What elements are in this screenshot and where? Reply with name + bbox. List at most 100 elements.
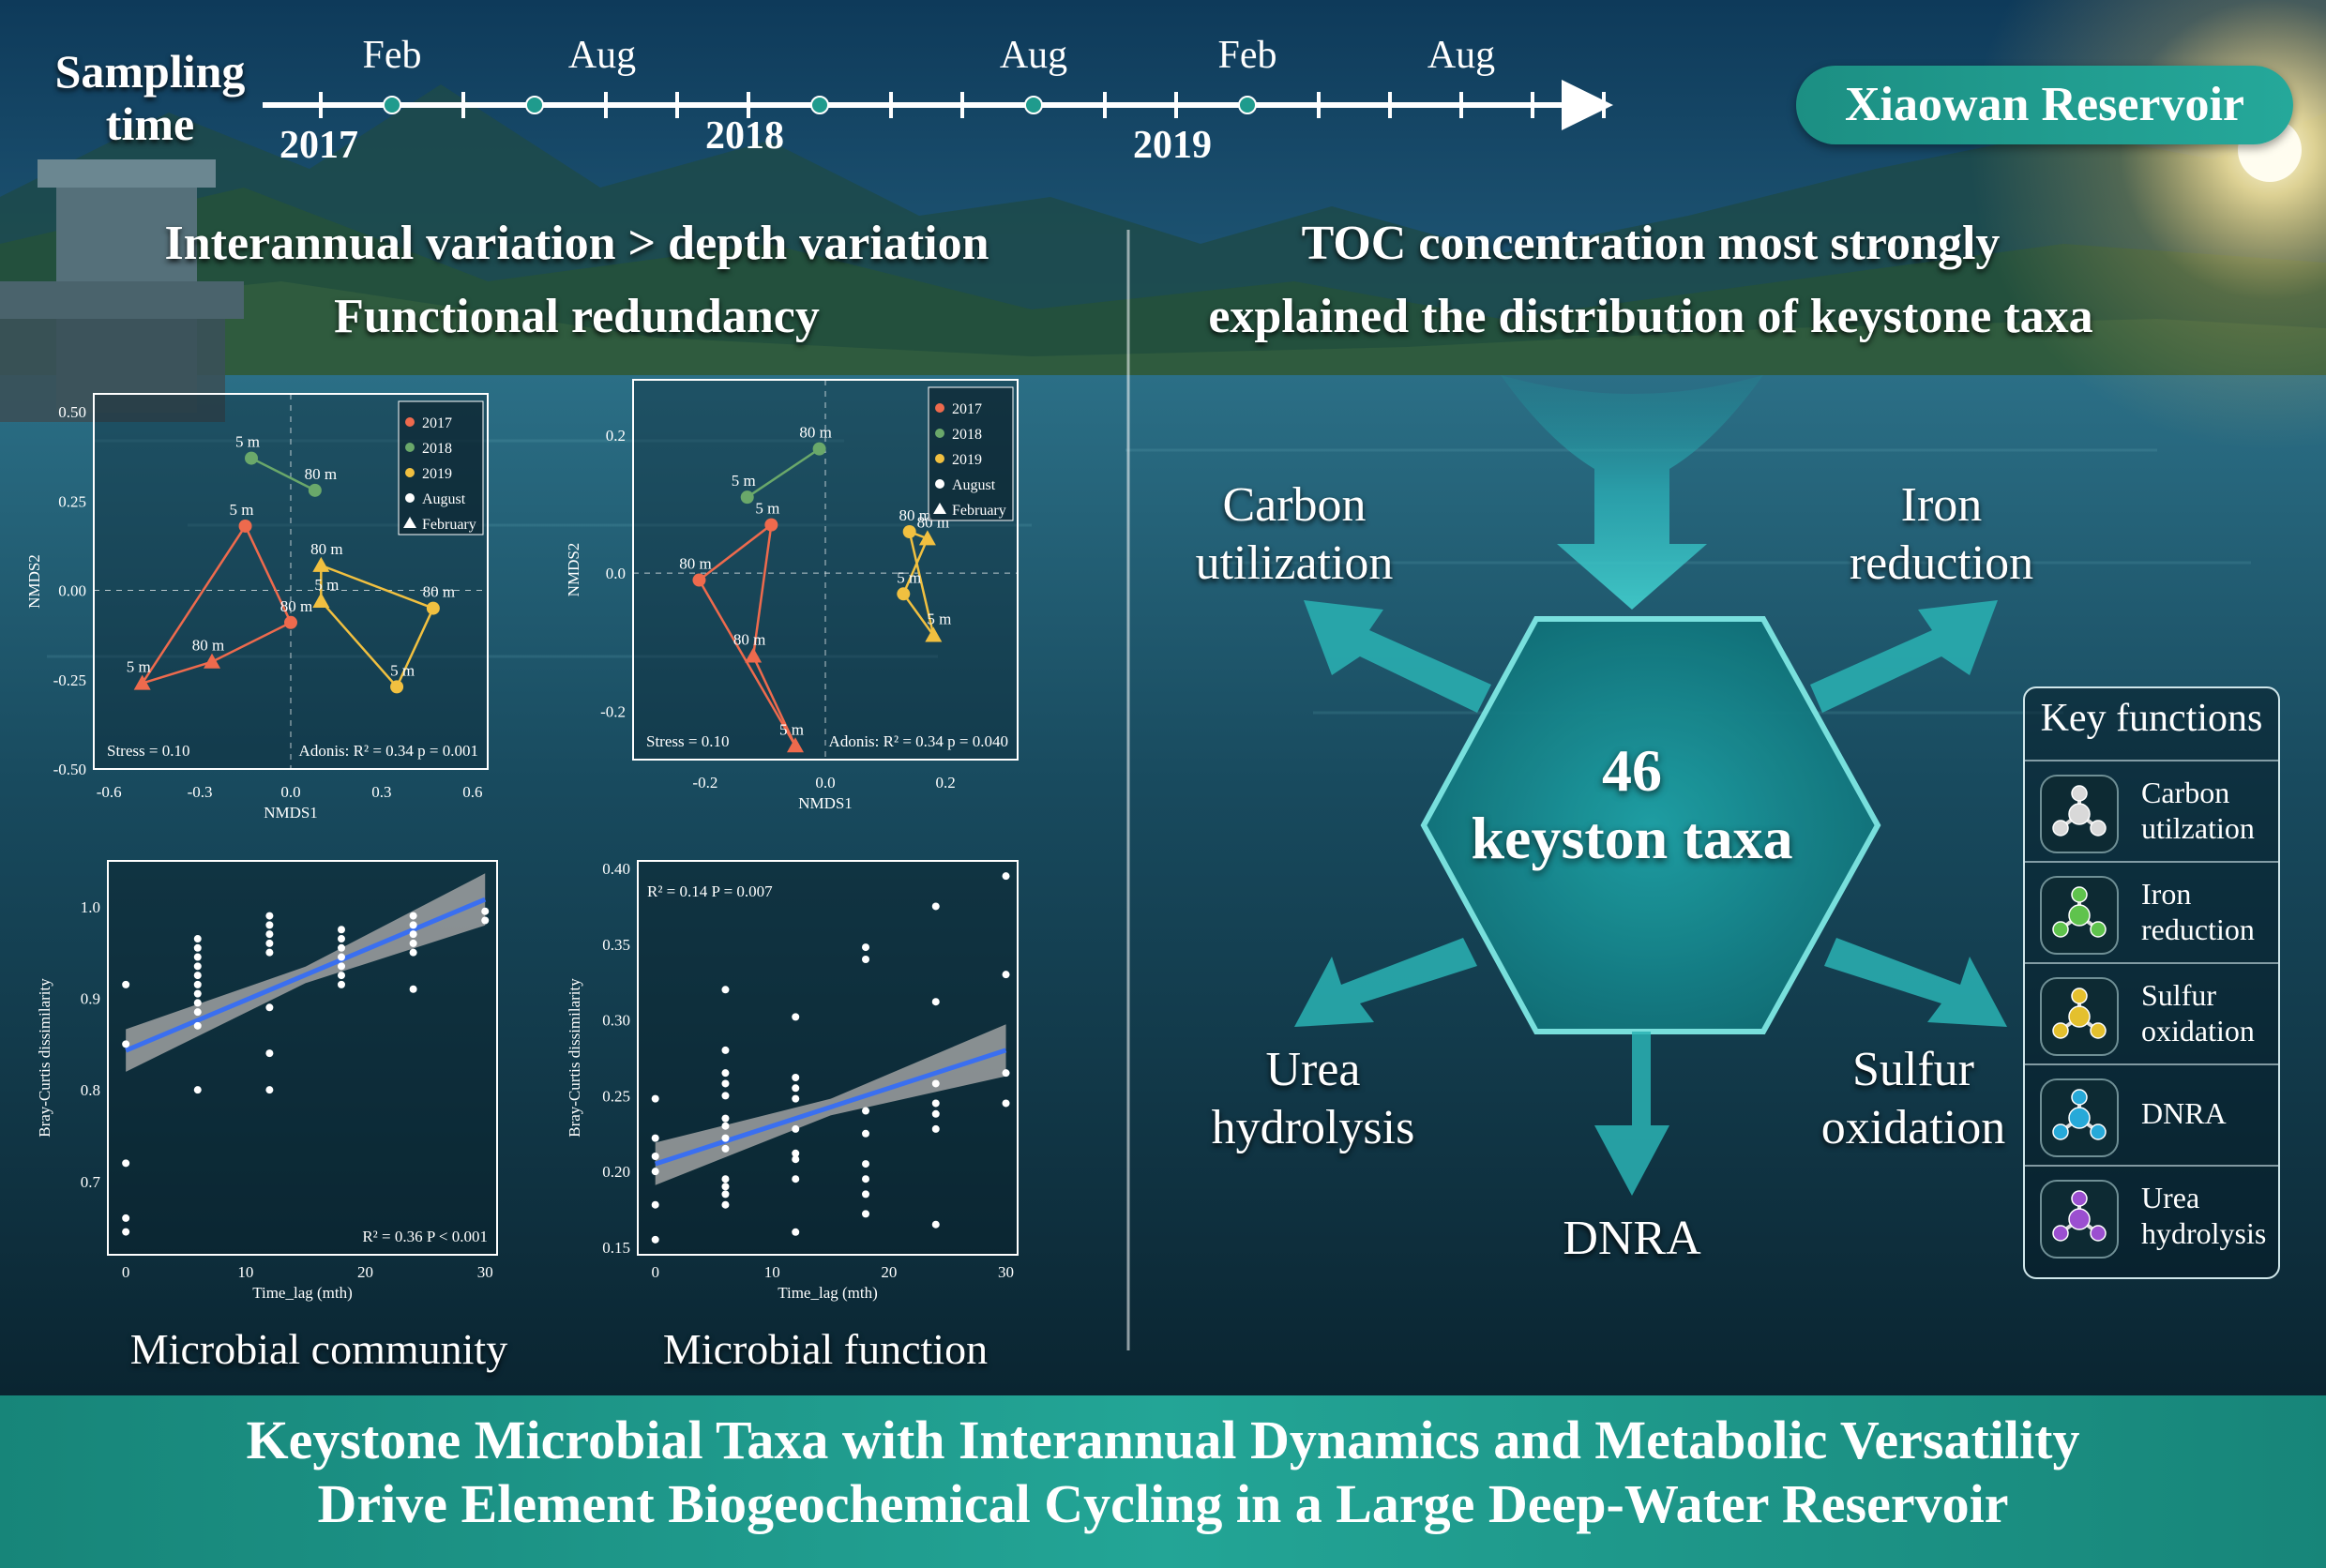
function-decay-plot: 0 10 20 30 0.15 0.20 0.25 0.30 0.35 0.40 Time_lag … <box>566 860 1019 1302</box>
label-dnra: DNRA <box>1563 1212 1701 1265</box>
data-point <box>792 1074 800 1081</box>
keystone-count-label: keyston taxa <box>1471 805 1793 871</box>
sampling-label-line2: time <box>105 98 195 150</box>
month-label: Aug <box>1427 34 1495 77</box>
data-point <box>862 1175 869 1184</box>
label-urea-hydrolysis: Urea hydrolysis <box>1172 1041 1454 1157</box>
nmds-community-plot: -0.6 -0.3 0.0 0.3 0.6 -0.50 -0.25 0.00 0.25 0.50 N… <box>28 393 489 822</box>
point-2017-aug <box>764 518 778 532</box>
x-tick-label: 0.3 <box>371 783 391 801</box>
data-point <box>409 921 417 929</box>
atom <box>2068 803 2091 825</box>
sampling-point <box>810 96 829 114</box>
y-tick-label: 0.40 <box>602 860 630 878</box>
sampling-time-label: Sampling time <box>38 45 263 150</box>
x-tick-label: 30 <box>998 1263 1014 1281</box>
legend-marker <box>935 429 944 438</box>
y-tick-label: 0.00 <box>58 582 86 600</box>
data-point <box>409 912 417 920</box>
legend-item-line2: oxidation <box>2141 1014 2255 1048</box>
data-point <box>338 980 345 988</box>
data-point <box>193 935 202 943</box>
data-point <box>122 1214 130 1222</box>
label-urea-line2: hydrolysis <box>1211 1101 1415 1154</box>
depth-label: 5 m <box>779 720 804 738</box>
legend-marker <box>405 417 415 427</box>
left-heading-1: Interannual variation > depth variation <box>164 217 989 270</box>
data-point <box>792 1084 800 1093</box>
depth-label: 5 m <box>927 610 951 627</box>
y-tick-label: 0.7 <box>81 1173 101 1191</box>
caption-community: Microbial community <box>129 1325 508 1373</box>
y-tick-label: 0.35 <box>602 936 630 954</box>
data-point <box>122 1228 130 1236</box>
stress-label: Stress = 0.10 <box>107 742 189 760</box>
data-point <box>193 1086 202 1094</box>
data-point <box>1002 971 1010 979</box>
data-point <box>481 916 490 925</box>
data-point <box>338 926 345 934</box>
depth-label: 5 m <box>314 576 339 594</box>
data-point <box>265 921 274 929</box>
data-point <box>338 943 345 952</box>
data-point <box>651 1134 659 1142</box>
point-2017-aug <box>284 615 297 629</box>
data-point <box>193 962 202 971</box>
title-line-2: Drive Element Biogeochemical Cycling in … <box>317 1473 2009 1534</box>
data-point <box>721 1134 730 1142</box>
molecule-sulfur-icon <box>2040 977 2119 1056</box>
data-point <box>862 1107 869 1115</box>
depth-label: 80 m <box>423 583 455 601</box>
atom <box>2052 921 2069 938</box>
molecule-urea-icon <box>2040 1180 2119 1259</box>
label-iron-reduction: Iron reduction <box>1801 476 2082 593</box>
year-2018-outline <box>250 457 316 491</box>
data-point <box>409 948 417 957</box>
legend-item-line2: hydrolysis <box>2141 1216 2267 1250</box>
point-2019-feb <box>312 556 330 572</box>
legend-label: August <box>952 477 996 493</box>
point-2019-aug <box>897 587 911 601</box>
year-label: 2018 <box>705 114 784 158</box>
y-tick-label: 1.0 <box>81 898 100 916</box>
y-tick-label: -0.50 <box>53 761 86 778</box>
depth-label: 5 m <box>230 501 254 519</box>
community-decay-plot: 0 10 20 30 0.7 0.8 0.9 1.0 Time_lag (mth) Bray-Cu… <box>36 860 498 1302</box>
label-iron-line2: reduction <box>1849 536 2034 590</box>
y-tick-label: 0.50 <box>58 403 86 421</box>
atom <box>2052 1123 2069 1140</box>
data-point <box>651 1168 659 1176</box>
legend-item-sulfur: Sulfur oxidation <box>2025 962 2278 1062</box>
atom <box>2071 988 2088 1004</box>
data-point <box>862 956 869 963</box>
atom <box>2068 1107 2091 1129</box>
sampling-point <box>525 96 544 114</box>
atom <box>2071 785 2088 802</box>
atom <box>2090 1225 2107 1242</box>
legend-label: 2019 <box>422 466 452 482</box>
legend-label: 2018 <box>952 427 982 443</box>
legend-label: 2018 <box>422 441 452 457</box>
data-point <box>792 1149 800 1157</box>
data-point <box>651 1200 659 1209</box>
label-carbon-utilization: Carbon utilization <box>1154 476 1435 593</box>
data-point <box>338 953 345 961</box>
label-carbon-line2: utilization <box>1195 536 1394 590</box>
month-label: Feb <box>363 34 422 77</box>
legend-item-carbon: Carbon utilzation <box>2025 760 2278 859</box>
data-point <box>265 912 274 920</box>
legend-marker <box>405 468 415 477</box>
y-tick-label: -0.25 <box>53 671 86 689</box>
data-point <box>193 980 202 988</box>
depth-label: 80 m <box>899 506 930 524</box>
x-tick-label: 20 <box>881 1263 897 1281</box>
y-tick-label: 0.8 <box>81 1081 100 1099</box>
data-point <box>265 948 274 957</box>
keystone-count-number: 46 <box>1602 737 1662 804</box>
sampling-point <box>1238 96 1257 114</box>
legend-marker <box>935 403 944 413</box>
legend-item-line2: utilzation <box>2141 811 2255 845</box>
stat-label: R² = 0.36 P < 0.001 <box>362 1228 488 1245</box>
keystone-hexagon <box>1420 616 1881 1034</box>
data-point <box>193 953 202 961</box>
